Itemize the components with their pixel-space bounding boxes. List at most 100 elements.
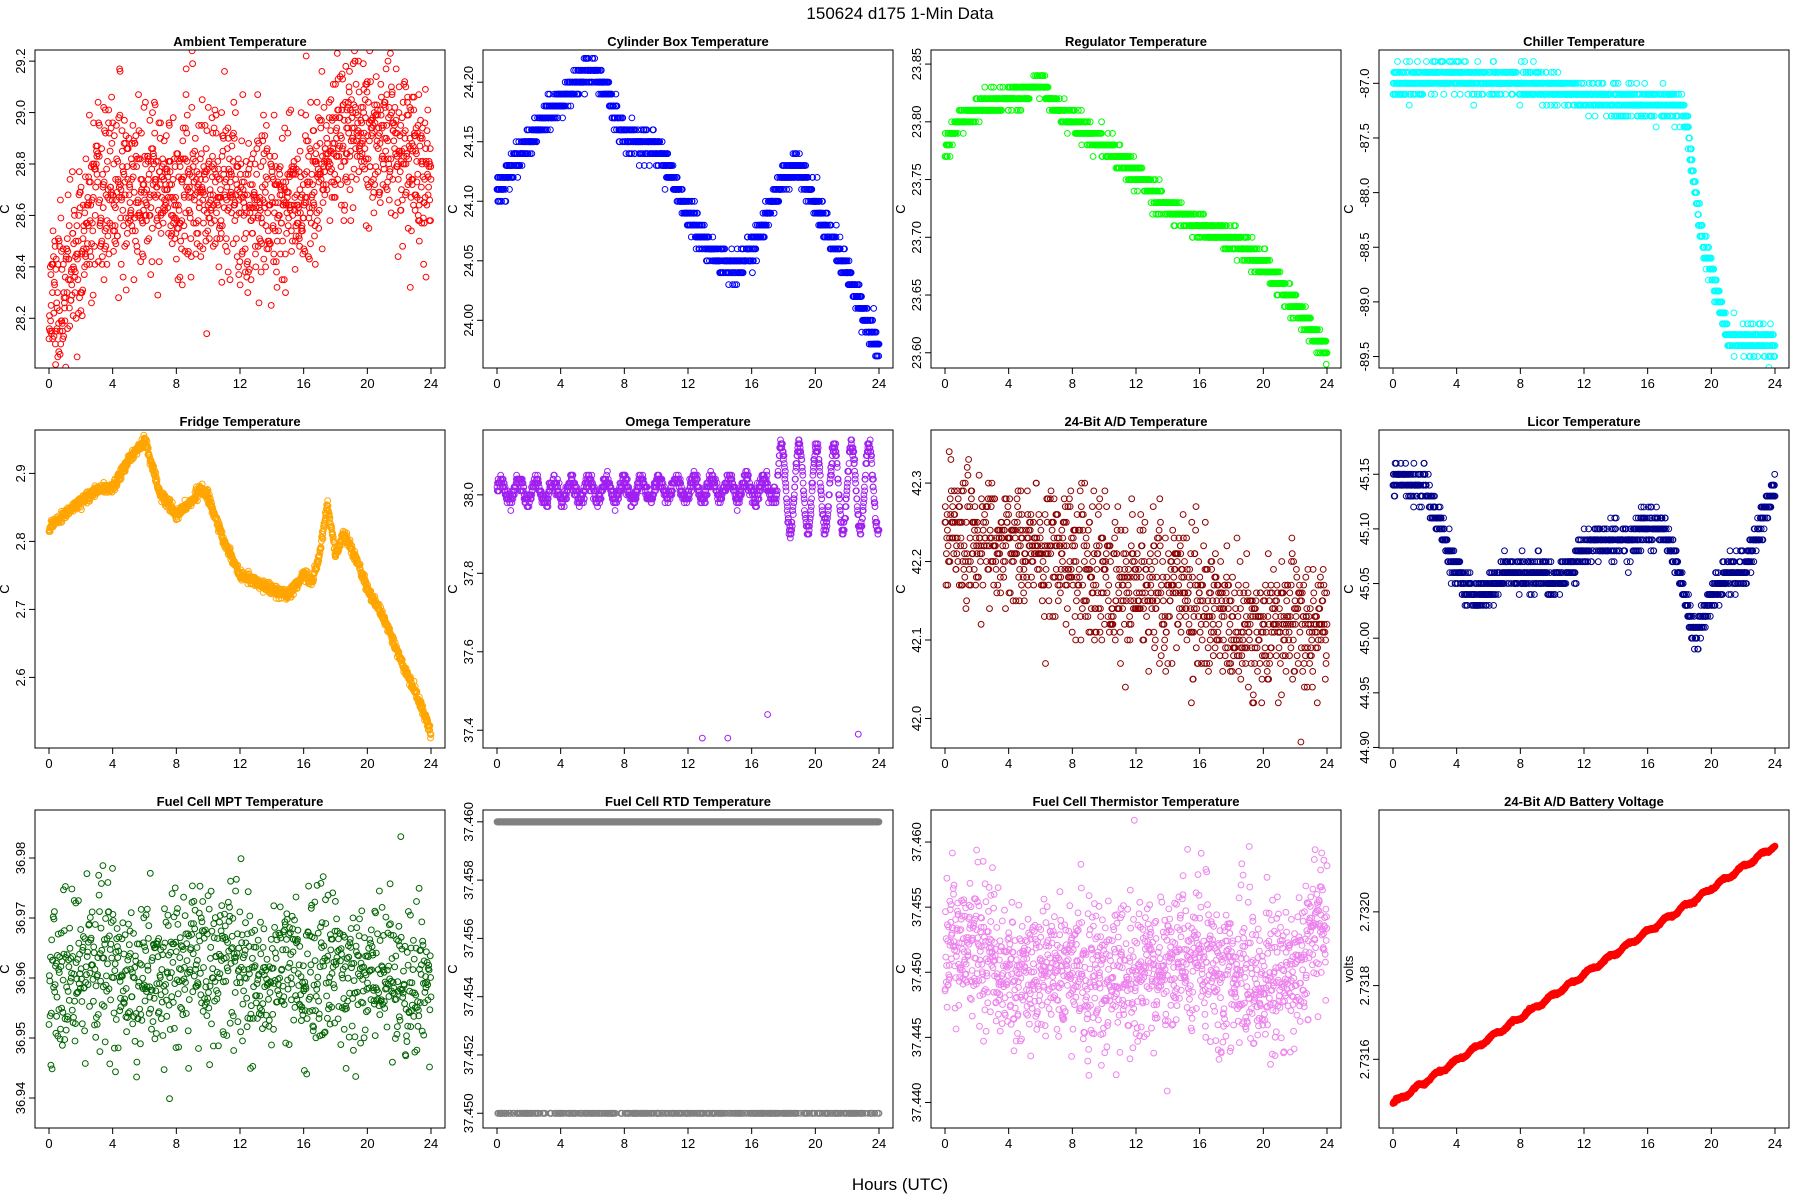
data-point xyxy=(516,162,524,169)
data-point xyxy=(1517,90,1525,98)
data-point xyxy=(502,197,510,205)
data-point xyxy=(150,152,158,160)
data-point xyxy=(144,176,152,183)
data-point xyxy=(524,150,532,158)
data-point xyxy=(345,129,353,137)
data-point xyxy=(260,255,268,263)
data-point xyxy=(362,114,369,122)
data-point xyxy=(71,268,79,276)
data-point xyxy=(134,199,142,207)
data-point xyxy=(372,73,380,80)
data-point xyxy=(129,173,137,181)
data-point xyxy=(203,330,211,338)
data-point xyxy=(94,178,101,186)
data-point xyxy=(1036,95,1043,103)
data-point xyxy=(959,130,967,137)
data-point xyxy=(180,173,188,181)
data-point xyxy=(99,253,106,261)
data-point xyxy=(972,118,979,126)
data-point xyxy=(137,258,145,266)
data-point xyxy=(183,111,191,119)
data-point xyxy=(56,350,64,358)
points xyxy=(941,72,1331,368)
data-point xyxy=(105,106,113,114)
data-point xyxy=(1316,326,1324,334)
data-point xyxy=(198,150,205,158)
data-point xyxy=(1509,90,1517,98)
data-point xyxy=(220,165,228,173)
data-point xyxy=(369,194,377,201)
data-point xyxy=(378,93,385,101)
data-point xyxy=(226,178,234,186)
data-point xyxy=(169,114,177,122)
data-point xyxy=(140,181,148,189)
data-point xyxy=(1419,90,1427,98)
data-point xyxy=(174,150,182,158)
data-point xyxy=(391,104,399,111)
data-point xyxy=(296,147,304,155)
points xyxy=(493,55,883,360)
data-point xyxy=(223,248,231,255)
data-point xyxy=(315,206,323,214)
data-point xyxy=(1104,130,1112,137)
data-point xyxy=(374,168,382,176)
data-point xyxy=(308,170,316,178)
data-point xyxy=(753,257,760,265)
data-point xyxy=(1479,90,1487,98)
data-point xyxy=(183,158,191,165)
data-point xyxy=(383,91,391,98)
data-point xyxy=(763,221,770,229)
data-point xyxy=(384,57,392,65)
data-point xyxy=(1232,222,1239,230)
data-point xyxy=(100,178,108,186)
data-point xyxy=(273,284,281,291)
data-point xyxy=(152,176,160,183)
data-point xyxy=(589,55,597,62)
data-point xyxy=(268,194,275,201)
data-point xyxy=(79,235,87,243)
data-point xyxy=(398,196,406,204)
data-point xyxy=(159,219,167,227)
data-point xyxy=(96,196,104,204)
data-point xyxy=(571,90,578,98)
data-point xyxy=(802,162,810,169)
data-point xyxy=(344,124,352,132)
data-point xyxy=(1005,106,1012,114)
data-point xyxy=(304,137,312,145)
data-point xyxy=(1008,106,1015,114)
x-tick-label: 0 xyxy=(941,376,948,391)
data-point xyxy=(869,316,876,324)
data-point xyxy=(1539,101,1546,109)
data-point xyxy=(47,302,55,309)
data-point xyxy=(151,101,159,109)
data-point xyxy=(242,230,250,237)
data-point xyxy=(1060,95,1068,103)
data-point xyxy=(339,75,347,83)
data-point xyxy=(676,186,683,193)
data-point xyxy=(146,116,154,124)
data-point xyxy=(268,168,276,176)
data-point xyxy=(646,162,653,169)
data-point xyxy=(841,245,848,253)
data-point xyxy=(275,227,283,235)
data-point xyxy=(68,281,76,289)
data-point xyxy=(346,68,353,75)
data-point xyxy=(310,199,317,207)
data-point xyxy=(981,83,989,91)
data-point xyxy=(1056,95,1063,103)
data-point xyxy=(353,176,360,183)
data-point xyxy=(346,186,354,194)
data-point xyxy=(402,83,410,91)
x-tick-label: 16 xyxy=(744,376,758,391)
data-point xyxy=(673,174,681,181)
y-tick-label: 29.2 xyxy=(13,48,28,73)
data-point xyxy=(98,260,106,268)
plot-frame xyxy=(482,49,894,369)
data-point xyxy=(166,181,174,189)
data-point xyxy=(1197,233,1205,241)
data-point xyxy=(78,312,86,320)
data-point xyxy=(323,134,331,142)
data-point xyxy=(872,328,880,336)
data-point xyxy=(232,109,239,116)
